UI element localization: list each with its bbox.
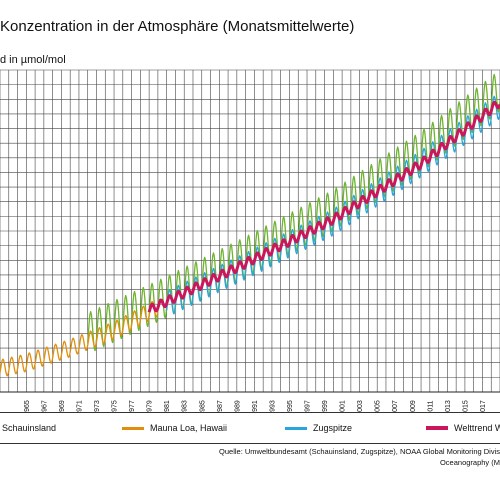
legend: Schauinsland Mauna Loa, Hawaii Zugspitze… [0,412,500,444]
legend-label-welttrend: Welttrend WMO [454,423,500,433]
source-line-1: Quelle: Umweltbundesamt (Schauinsland, Z… [219,447,500,456]
x-tick-label: 1995 [287,400,294,412]
x-tick-label: 1983 [182,400,189,412]
x-tick-label: 1981 [164,400,171,412]
x-tick-label: 2003 [357,400,364,412]
x-tick-label: 1973 [94,400,101,412]
x-tick-label: 2001 [340,400,347,412]
legend-item-zugspitze: Zugspitze [285,413,352,443]
x-tick-label: 1977 [129,400,136,412]
x-tick-label: 1971 [76,400,83,412]
x-tick-label: 2011 [427,400,434,412]
chart-title: Konzentration in der Atmosphäre (Monatsm… [0,18,355,35]
x-tick-label: 2015 [462,400,469,412]
y-axis-label: d in µmol/mol [0,54,66,66]
legend-label-mauna-loa: Mauna Loa, Hawaii [150,423,228,433]
x-tick-label: 2013 [445,400,452,412]
x-tick-labels: 1965 1967 1969 1971 1973 1975 1977 1979 1981 1983… [24,400,487,412]
legend-label-zugspitze: Zugspitze [313,423,353,433]
series-line-welttrend-wmo [147,100,500,313]
x-tick-label: 1969 [59,400,66,412]
x-tick-label: 1993 [269,400,276,412]
series-line-schauinsland [87,73,500,352]
grid-lines [0,69,500,393]
legend-item-welttrend: Welttrend WMO [426,413,500,443]
x-tick-label: 1979 [147,400,154,412]
x-tick-label: 2009 [410,400,417,412]
series-line-zugspitze [166,95,500,315]
x-tick-label: 2017 [480,400,487,412]
x-tick-label: 1965 [24,400,31,412]
series-line-mauna-loa-hawaii [0,300,159,377]
x-tick-label: 1999 [322,400,329,412]
x-tick-label: 1991 [252,400,259,412]
legend-swatch-mauna-loa [122,426,144,430]
legend-swatch-welttrend [426,426,448,430]
x-tick-label: 1985 [199,400,206,412]
legend-item-schauinsland: Schauinsland [0,413,56,443]
legend-label-schauinsland: Schauinsland [2,423,57,433]
x-tick-label: 1989 [234,400,241,412]
source-note: Quelle: Umweltbundesamt (Schauinsland, Z… [219,446,500,468]
series-lines [0,73,500,377]
x-tick-label: 2005 [375,400,382,412]
legend-item-mauna-loa: Mauna Loa, Hawaii [122,413,227,443]
x-tick-label: 2007 [392,400,399,412]
x-tick-label: 1987 [217,400,224,412]
co2-line-chart: 1965 1967 1969 1971 1973 1975 1977 1979 1981 1983… [0,69,500,412]
x-tick-label: 1997 [305,400,312,412]
legend-swatch-zugspitze [285,426,307,430]
x-tick-label: 1975 [112,400,119,412]
source-line-2: Oceanography (M [439,458,500,467]
x-tick-label: 1967 [41,400,48,412]
